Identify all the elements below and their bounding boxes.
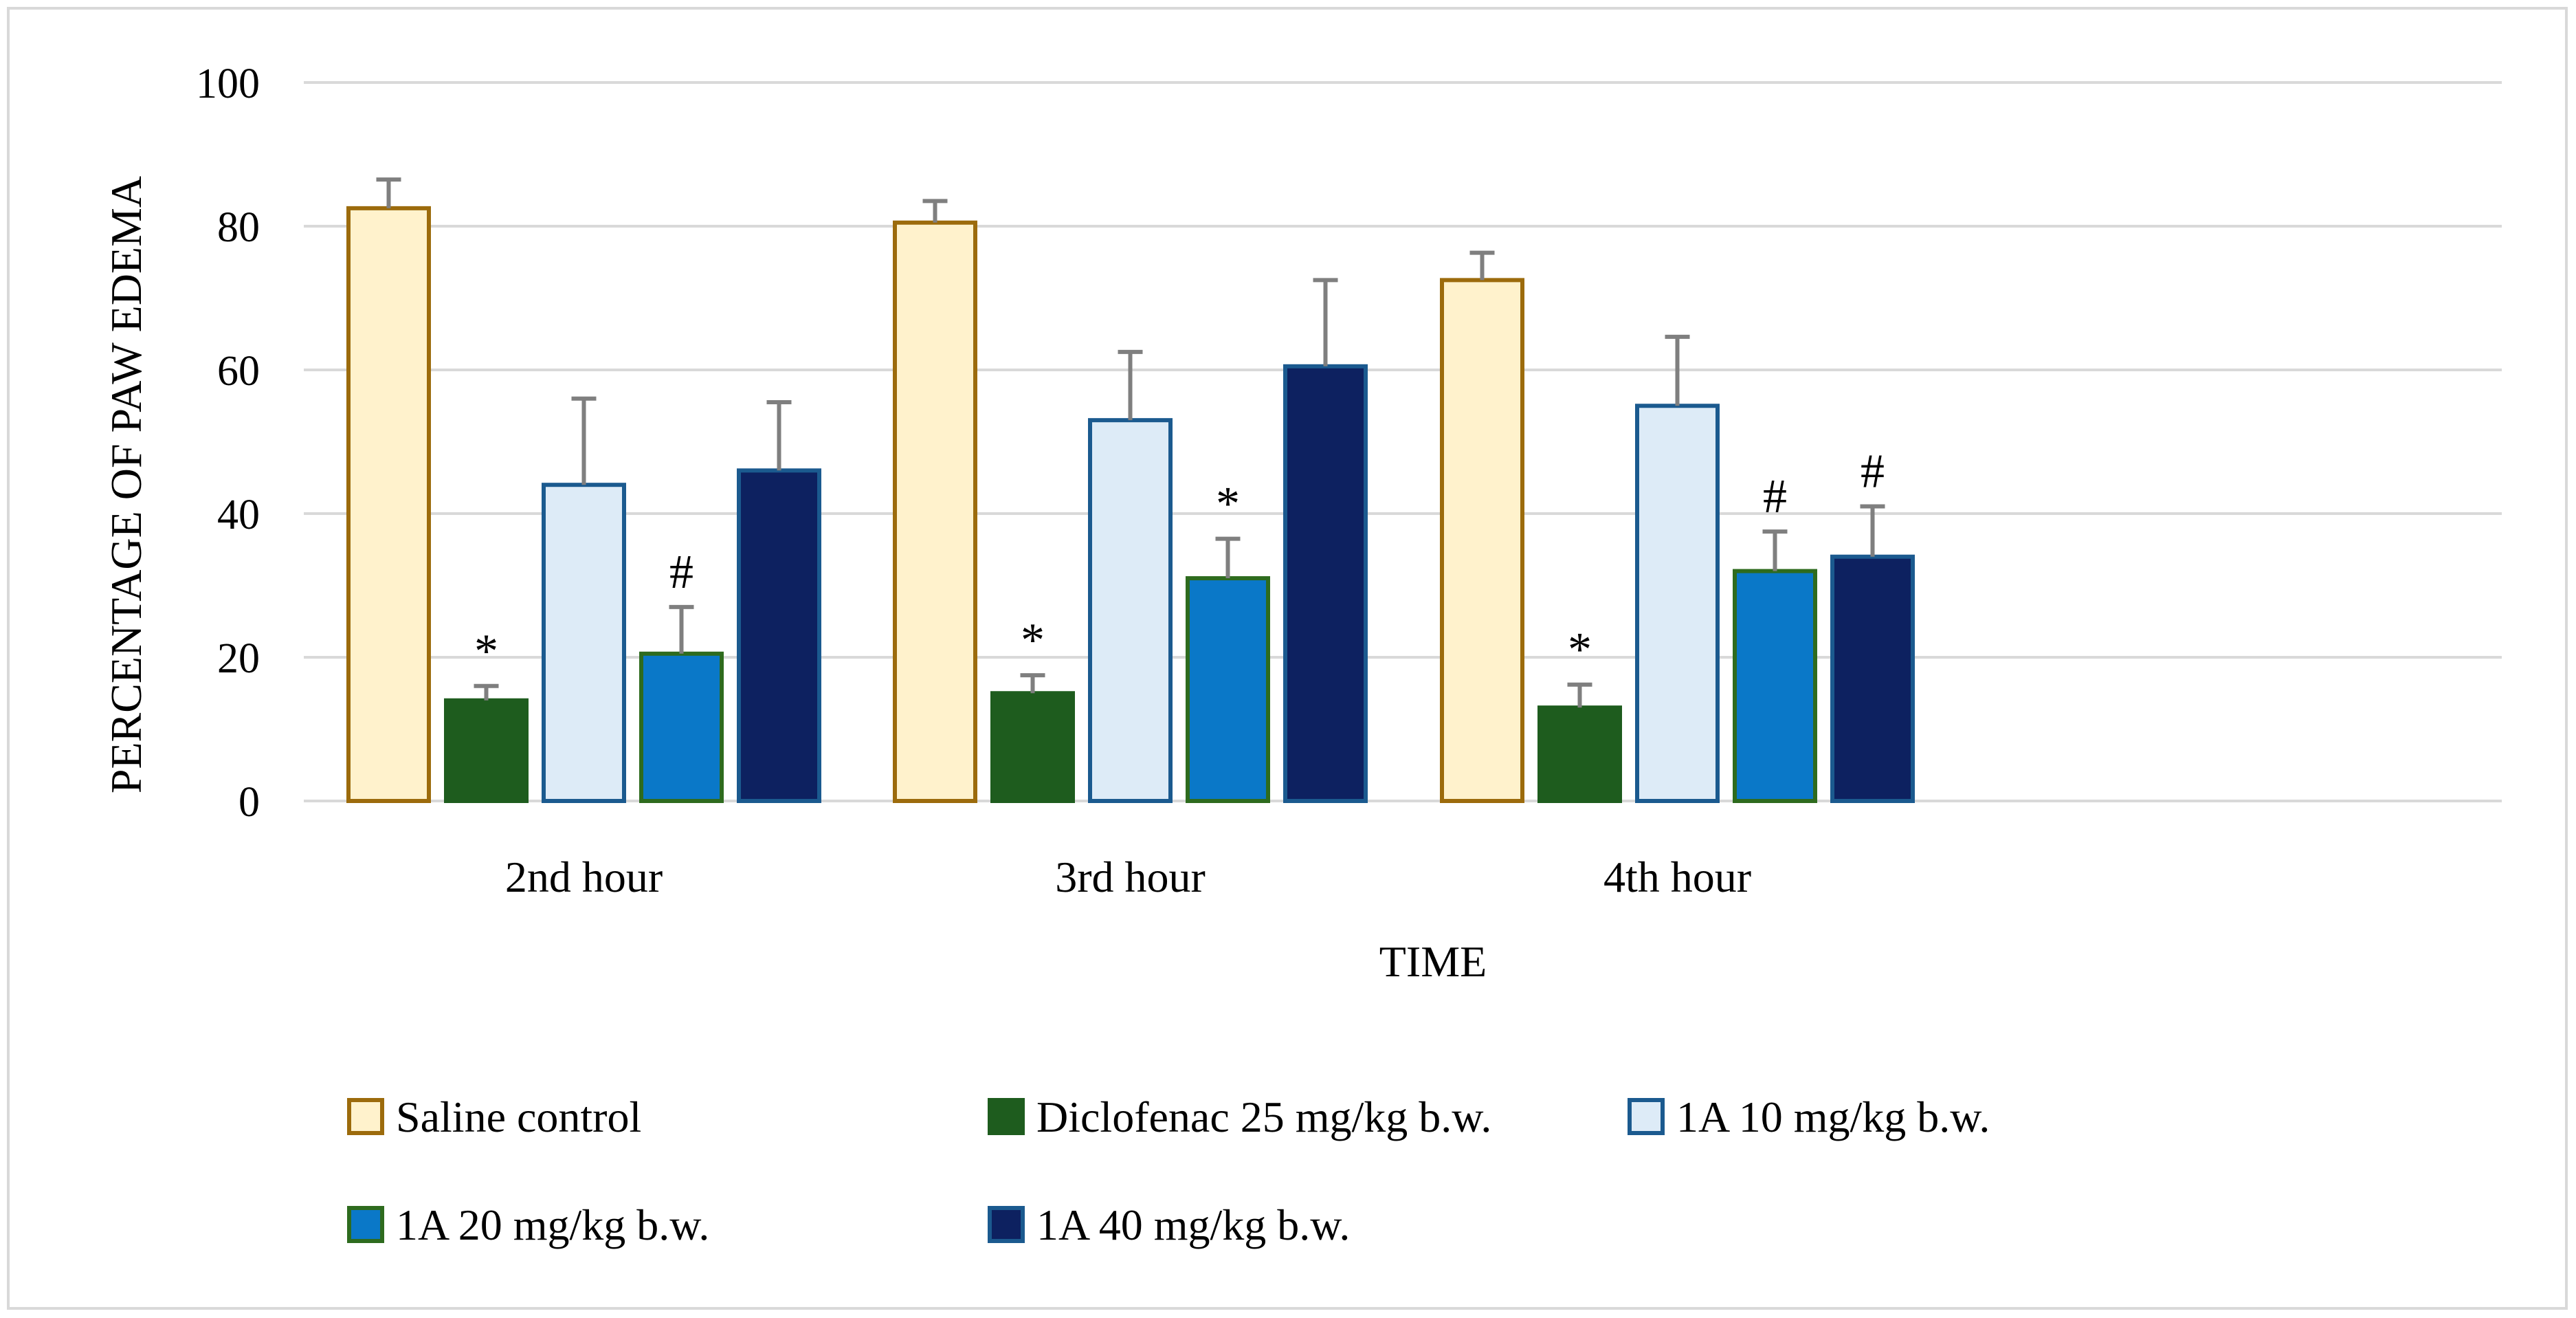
bar xyxy=(1635,404,1720,803)
x-tick-labels: 2nd hour 3rd hour 4th hour xyxy=(505,853,1751,901)
bar xyxy=(1537,705,1622,804)
legend-item: 1A 40 mg/kg b.w. xyxy=(988,1200,1350,1249)
bar xyxy=(1830,554,1915,803)
legend-item: Diclofenac 25 mg/kg b.w. xyxy=(988,1092,1491,1141)
y-tick-label: 0 xyxy=(238,779,260,826)
bar xyxy=(990,691,1075,803)
significance-markers: * * * # * # # xyxy=(474,446,1885,678)
legend-item: Saline control xyxy=(347,1092,641,1141)
legend-label: Diclofenac 25 mg/kg b.w. xyxy=(1036,1092,1491,1141)
y-axis-label: PERCENTAGE OF PAW EDEMA xyxy=(102,176,151,793)
legend-item: 1A 10 mg/kg b.w. xyxy=(1628,1092,1990,1141)
legend-swatch xyxy=(347,1206,384,1243)
legend-swatch xyxy=(988,1206,1025,1243)
y-tick-label: 40 xyxy=(217,492,260,538)
significance-asterisk: * xyxy=(1216,478,1240,531)
legend-label: 1A 10 mg/kg b.w. xyxy=(1676,1092,1990,1141)
y-tick-label: 20 xyxy=(217,635,260,682)
bar xyxy=(1733,569,1817,803)
significance-hash: # xyxy=(669,546,693,599)
legend-label: 1A 40 mg/kg b.w. xyxy=(1036,1200,1350,1249)
legend-label: Saline control xyxy=(396,1092,641,1141)
x-tick-label: 4th hour xyxy=(1603,853,1751,901)
bar xyxy=(737,468,821,803)
x-tick-label: 3rd hour xyxy=(1055,853,1206,901)
x-axis-label: TIME xyxy=(1379,937,1487,986)
significance-hash: # xyxy=(1763,470,1787,523)
legend-swatch xyxy=(1628,1098,1665,1135)
bar xyxy=(639,651,724,804)
legend-swatch xyxy=(347,1098,384,1135)
y-tick-label: 60 xyxy=(217,348,260,395)
bars xyxy=(346,206,1915,804)
legend-label: 1A 20 mg/kg b.w. xyxy=(396,1200,709,1249)
y-tick-label: 100 xyxy=(196,61,260,107)
legend-item: 1A 20 mg/kg b.w. xyxy=(347,1200,709,1249)
y-tick-label: 80 xyxy=(217,204,260,251)
y-tick-labels: 0 20 40 60 80 100 xyxy=(196,61,260,826)
error-bars xyxy=(376,177,1885,708)
bar xyxy=(542,483,626,803)
legend: Saline control Diclofenac 25 mg/kg b.w. 1A… xyxy=(347,1092,1990,1249)
significance-asterisk: * xyxy=(474,625,498,678)
significance-hash: # xyxy=(1861,446,1885,498)
bar xyxy=(1186,576,1270,803)
legend-swatch xyxy=(988,1098,1025,1135)
bar xyxy=(1283,364,1368,803)
bar xyxy=(444,698,529,804)
significance-asterisk: * xyxy=(1021,614,1045,667)
gridlines xyxy=(304,81,2502,802)
bar xyxy=(893,220,977,803)
bar xyxy=(1440,278,1524,803)
x-tick-label: 2nd hour xyxy=(505,853,663,901)
bar xyxy=(346,206,431,803)
bar xyxy=(1088,418,1173,803)
significance-asterisk: * xyxy=(1568,624,1592,677)
